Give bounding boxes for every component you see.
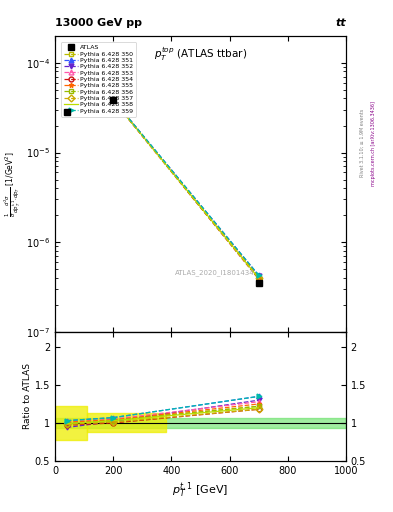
Pythia 6.428 355 xyxy=(256,274,261,280)
Pythia 6.428 356 xyxy=(111,97,116,103)
Pythia 6.428 355 xyxy=(111,97,116,103)
Text: ATLAS_2020_I1801434: ATLAS_2020_I1801434 xyxy=(175,269,255,276)
Line: Pythia 6.428 354: Pythia 6.428 354 xyxy=(64,98,261,282)
Line: Pythia 6.428 351: Pythia 6.428 351 xyxy=(64,97,261,278)
Pythia 6.428 351 xyxy=(64,108,69,114)
Pythia 6.428 356 xyxy=(256,275,261,281)
Pythia 6.428 353 xyxy=(111,97,116,103)
ATLAS xyxy=(111,97,116,103)
Pythia 6.428 358 xyxy=(64,109,69,115)
X-axis label: $p_T^{t,1}$ [GeV]: $p_T^{t,1}$ [GeV] xyxy=(172,481,229,501)
Line: Pythia 6.428 359: Pythia 6.428 359 xyxy=(64,97,261,278)
Pythia 6.428 353 xyxy=(64,108,69,114)
Pythia 6.428 358 xyxy=(111,97,116,103)
Pythia 6.428 353 xyxy=(256,273,261,280)
Text: 13000 GeV pp: 13000 GeV pp xyxy=(55,18,142,28)
Pythia 6.428 357 xyxy=(111,97,116,103)
Pythia 6.428 352 xyxy=(64,109,69,115)
ATLAS xyxy=(256,280,261,286)
Line: Pythia 6.428 352: Pythia 6.428 352 xyxy=(64,97,261,279)
Line: Pythia 6.428 357: Pythia 6.428 357 xyxy=(64,98,261,281)
Pythia 6.428 359 xyxy=(111,96,116,102)
ATLAS xyxy=(64,110,69,116)
Line: Pythia 6.428 350: Pythia 6.428 350 xyxy=(64,98,261,281)
Pythia 6.428 356 xyxy=(64,108,69,114)
Pythia 6.428 351 xyxy=(111,96,116,102)
Y-axis label: $\frac{1}{\sigma}\frac{d^2\sigma}{dp_T^{t,1}{\cdot}dp_T}$ [1/GeV$^2$]: $\frac{1}{\sigma}\frac{d^2\sigma}{dp_T^{… xyxy=(3,151,23,217)
Pythia 6.428 358 xyxy=(256,275,261,281)
Pythia 6.428 357 xyxy=(256,275,261,282)
Pythia 6.428 350 xyxy=(64,108,69,114)
Pythia 6.428 359 xyxy=(256,272,261,278)
Line: Pythia 6.428 353: Pythia 6.428 353 xyxy=(64,97,261,279)
Legend: ATLAS, Pythia 6.428 350, Pythia 6.428 351, Pythia 6.428 352, Pythia 6.428 353, P: ATLAS, Pythia 6.428 350, Pythia 6.428 35… xyxy=(61,42,136,117)
Text: tt: tt xyxy=(335,18,346,28)
Pythia 6.428 352 xyxy=(256,273,261,279)
Pythia 6.428 355 xyxy=(64,108,69,114)
Y-axis label: Ratio to ATLAS: Ratio to ATLAS xyxy=(23,364,32,430)
Text: mcplots.cern.ch [arXiv:1306.3436]: mcplots.cern.ch [arXiv:1306.3436] xyxy=(371,101,376,186)
Pythia 6.428 354 xyxy=(256,276,261,282)
Line: Pythia 6.428 358: Pythia 6.428 358 xyxy=(67,100,259,278)
Text: $p_T^{top}$ (ATLAS ttbar): $p_T^{top}$ (ATLAS ttbar) xyxy=(154,45,247,62)
Line: Pythia 6.428 356: Pythia 6.428 356 xyxy=(64,98,261,281)
Line: ATLAS: ATLAS xyxy=(63,97,262,287)
Pythia 6.428 354 xyxy=(64,109,69,115)
Pythia 6.428 350 xyxy=(111,97,116,103)
Pythia 6.428 357 xyxy=(64,109,69,115)
Text: Rivet 3.1.10; ≥ 1.9M events: Rivet 3.1.10; ≥ 1.9M events xyxy=(360,109,365,178)
Pythia 6.428 351 xyxy=(256,272,261,278)
Pythia 6.428 350 xyxy=(256,275,261,281)
Pythia 6.428 352 xyxy=(111,97,116,103)
Line: Pythia 6.428 355: Pythia 6.428 355 xyxy=(64,97,261,280)
Pythia 6.428 354 xyxy=(111,97,116,103)
Pythia 6.428 359 xyxy=(64,108,69,114)
